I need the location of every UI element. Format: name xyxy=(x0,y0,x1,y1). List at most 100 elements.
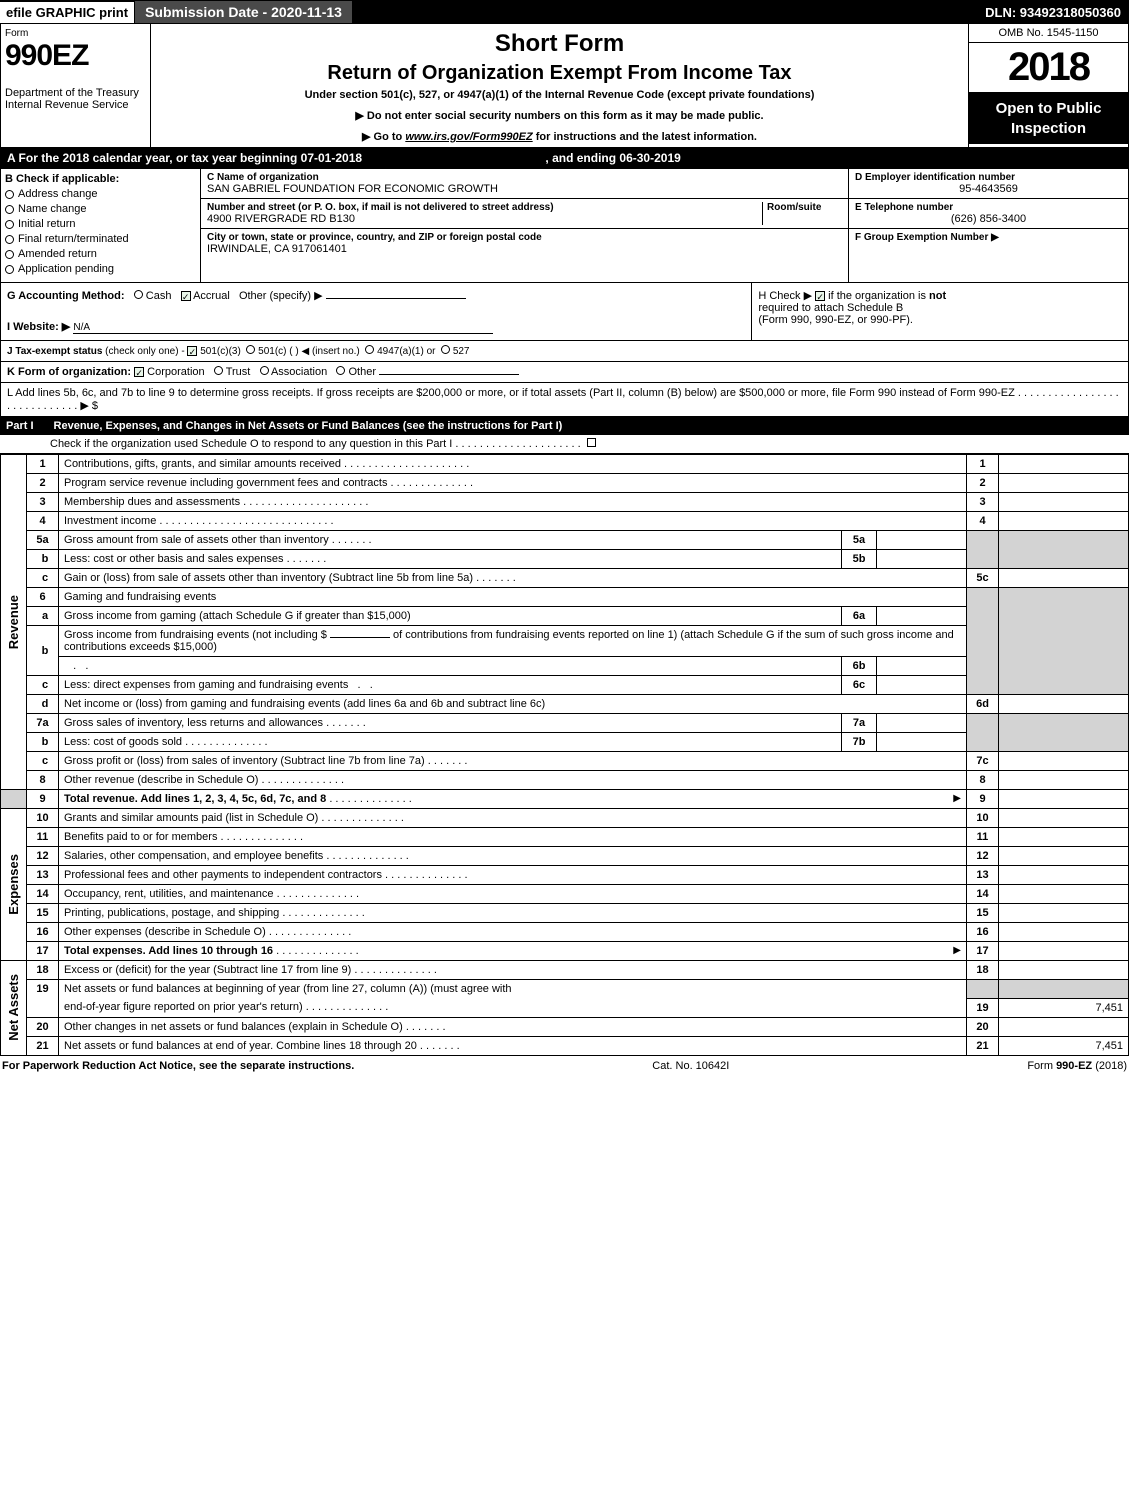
ein-value: 95-4643569 xyxy=(855,183,1122,195)
submission-date: Submission Date - 2020-11-13 xyxy=(135,1,352,23)
line-10: Expenses 10Grants and similar amounts pa… xyxy=(1,809,1129,828)
tax-period-row: A For the 2018 calendar year, or tax yea… xyxy=(0,148,1129,169)
radio-icon[interactable] xyxy=(336,366,345,375)
radio-icon[interactable] xyxy=(246,345,255,354)
h-post2: required to attach Schedule B xyxy=(758,302,1122,314)
group-label: F Group Exemption Number ▶ xyxy=(855,232,1122,243)
irs-link[interactable]: www.irs.gov/Form990EZ xyxy=(405,131,532,143)
tel-label: E Telephone number xyxy=(855,202,1122,213)
net-assets-side-label: Net Assets xyxy=(1,961,27,1056)
line-3: 3Membership dues and assessments3 xyxy=(1,493,1129,512)
page-footer: For Paperwork Reduction Act Notice, see … xyxy=(0,1056,1129,1076)
j-527: 527 xyxy=(453,346,470,357)
website-label: I Website: ▶ xyxy=(7,321,70,333)
radio-icon xyxy=(5,235,14,244)
lines-table: Revenue 1Contributions, gifts, grants, a… xyxy=(0,454,1129,1056)
chk-amended-return[interactable]: Amended return xyxy=(5,248,196,260)
instruct-ssn: ▶ Do not enter social security numbers o… xyxy=(159,109,960,122)
radio-icon xyxy=(5,190,14,199)
efile-label: efile GRAPHIC print xyxy=(0,2,134,23)
line-7c: cGross profit or (loss) from sales of in… xyxy=(1,752,1129,771)
tel-block: E Telephone number (626) 856-3400 xyxy=(849,199,1128,229)
addr-label: Number and street (or P. O. box, if mail… xyxy=(207,202,762,213)
checkbox-icon[interactable] xyxy=(181,291,191,301)
k-label: K Form of organization: xyxy=(7,366,134,378)
k-other: Other xyxy=(348,366,376,378)
goto-post: for instructions and the latest informat… xyxy=(533,131,757,143)
tax-year: 2018 xyxy=(969,43,1128,93)
radio-icon xyxy=(5,250,14,259)
org-city: IRWINDALE, CA 917061401 xyxy=(207,243,842,255)
line-14: 14Occupancy, rent, utilities, and mainte… xyxy=(1,885,1129,904)
line-7a: 7aGross sales of inventory, less returns… xyxy=(1,714,1129,733)
chk-name-change[interactable]: Name change xyxy=(5,203,196,215)
radio-icon[interactable] xyxy=(134,290,143,299)
line-20: 20Other changes in net assets or fund ba… xyxy=(1,1017,1129,1036)
revenue-side-label: Revenue xyxy=(1,455,27,790)
chk-final-return[interactable]: Final return/terminated xyxy=(5,233,196,245)
schedule-b-check: H Check ▶ if the organization is not req… xyxy=(752,283,1128,340)
header-left: Form 990EZ Department of the Treasury In… xyxy=(1,24,151,147)
other-input[interactable] xyxy=(326,298,466,299)
header-right: OMB No. 1545-1150 2018 Open to Public In… xyxy=(968,24,1128,147)
expenses-side-label: Expenses xyxy=(1,809,27,961)
checkbox-icon[interactable] xyxy=(587,438,596,447)
line-21-value: 7,451 xyxy=(999,1036,1129,1055)
h-post1: if the organization is xyxy=(828,290,929,302)
room-col: Room/suite xyxy=(762,202,842,225)
c-name-label: C Name of organization xyxy=(207,172,842,183)
radio-icon[interactable] xyxy=(365,345,374,354)
line-6c: cLess: direct expenses from gaming and f… xyxy=(1,676,1129,695)
g-accrual: Accrual xyxy=(193,290,230,302)
addr-block: Number and street (or P. O. box, if mail… xyxy=(201,199,848,229)
line-4: 4Investment income4 xyxy=(1,512,1129,531)
org-address: 4900 RIVERGRADE RD B130 xyxy=(207,213,762,225)
line-5a: 5aGross amount from sale of assets other… xyxy=(1,531,1129,550)
org-name-block: C Name of organization SAN GABRIEL FOUND… xyxy=(201,169,848,199)
j-501c3: 501(c)(3) xyxy=(200,346,241,357)
addr-col: Number and street (or P. O. box, if mail… xyxy=(207,202,762,225)
footer-right: Form 990-EZ (2018) xyxy=(1027,1060,1127,1072)
goto-pre: ▶ Go to xyxy=(362,131,405,143)
l-arrow: ▶ $ xyxy=(80,400,98,412)
line-11: 11Benefits paid to or for members11 xyxy=(1,828,1129,847)
radio-icon[interactable] xyxy=(441,345,450,354)
line-7b: bLess: cost of goods sold7b xyxy=(1,733,1129,752)
ein-block: D Employer identification number 95-4643… xyxy=(849,169,1128,199)
checkbox-icon[interactable] xyxy=(134,367,144,377)
g-other: Other (specify) ▶ xyxy=(239,290,323,302)
sched-o-check-row: Check if the organization used Schedule … xyxy=(0,435,1129,454)
chk-address-change[interactable]: Address change xyxy=(5,188,196,200)
dept-irs: Internal Revenue Service xyxy=(5,99,146,111)
line-19-value: 7,451 xyxy=(999,998,1129,1017)
section-b: B Check if applicable: Address change Na… xyxy=(1,169,201,282)
line-15: 15Printing, publications, postage, and s… xyxy=(1,904,1129,923)
line-13: 13Professional fees and other payments t… xyxy=(1,866,1129,885)
section-d: D Employer identification number 95-4643… xyxy=(848,169,1128,282)
chk-application-pending[interactable]: Application pending xyxy=(5,263,196,275)
part1-header: Part I Revenue, Expenses, and Changes in… xyxy=(0,417,1129,435)
l-text: L Add lines 5b, 6c, and 7b to line 9 to … xyxy=(7,387,1015,399)
header-center: Short Form Return of Organization Exempt… xyxy=(151,24,968,147)
line-19-top: 19Net assets or fund balances at beginni… xyxy=(1,980,1129,999)
chk-initial-return[interactable]: Initial return xyxy=(5,218,196,230)
checkbox-icon[interactable] xyxy=(815,291,825,301)
j-4947: 4947(a)(1) or xyxy=(377,346,435,357)
checkbox-icon[interactable] xyxy=(187,346,197,356)
radio-icon[interactable] xyxy=(214,366,223,375)
org-name: SAN GABRIEL FOUNDATION FOR ECONOMIC GROW… xyxy=(207,183,842,195)
short-form-title: Short Form xyxy=(159,30,960,58)
line-6: 6Gaming and fundraising events xyxy=(1,588,1129,607)
form-word: Form xyxy=(5,28,146,39)
form-of-organization: K Form of organization: Corporation Trus… xyxy=(0,362,1129,383)
row-gh: G Accounting Method: Cash Accrual Other … xyxy=(0,283,1129,341)
radio-icon[interactable] xyxy=(260,366,269,375)
part1-label: Part I xyxy=(6,420,54,432)
other-org-input[interactable] xyxy=(379,374,519,375)
j-501c: 501(c) ( ) ◀ (insert no.) xyxy=(258,346,360,357)
ein-label: D Employer identification number xyxy=(855,172,1122,183)
instruct-goto: ▶ Go to www.irs.gov/Form990EZ for instru… xyxy=(159,130,960,143)
form-number: 990EZ xyxy=(5,39,146,73)
radio-icon xyxy=(5,205,14,214)
line-5c: cGain or (loss) from sale of assets othe… xyxy=(1,569,1129,588)
